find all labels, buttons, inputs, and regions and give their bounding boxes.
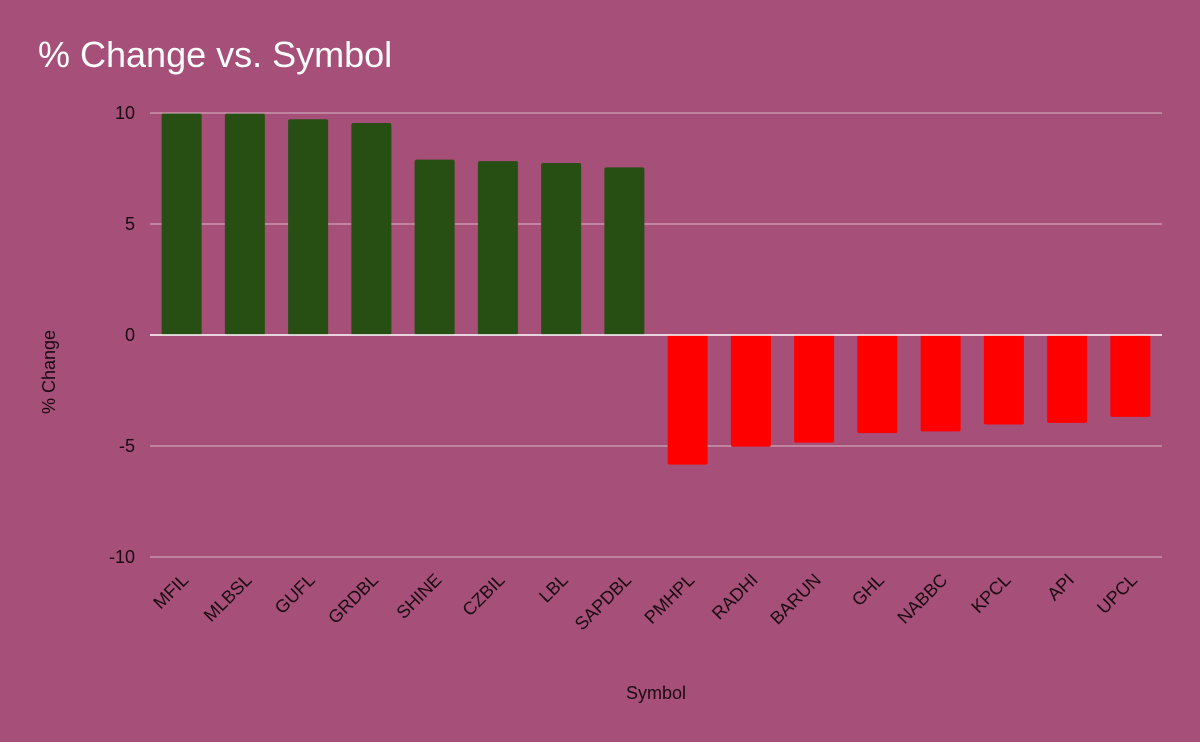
bar-shine	[414, 159, 455, 335]
y-axis-title: % Change	[39, 330, 59, 414]
bar-radhi	[730, 335, 771, 447]
bar-gufl	[288, 119, 329, 335]
y-tick-label: 10	[115, 103, 135, 123]
y-tick-label: 0	[125, 325, 135, 345]
bar-mfil	[161, 113, 202, 335]
bar-ghl	[857, 335, 898, 434]
x-tick-label: GRDBL	[324, 570, 382, 628]
bar-barun	[794, 335, 835, 443]
x-tick-label: PMHPL	[640, 570, 698, 628]
x-tick-label: MFIL	[149, 570, 192, 613]
x-tick-label: LBL	[535, 570, 572, 607]
bar-nabbc	[920, 335, 961, 432]
y-axis-ticks: 10 5 0 -5 -10	[109, 103, 135, 567]
y-tick-label: -5	[119, 436, 135, 456]
y-tick-label: -10	[109, 547, 135, 567]
bar-api	[1047, 335, 1088, 423]
bar-czbil	[477, 161, 518, 335]
x-tick-label: MLBSL	[200, 570, 256, 626]
x-tick-label: API	[1043, 570, 1078, 605]
x-tick-label: SAPDBL	[571, 570, 635, 634]
x-axis-title: Symbol	[626, 683, 686, 703]
x-tick-label: BARUN	[766, 570, 825, 629]
bar-kpcl	[983, 335, 1024, 425]
x-tick-label: GHL	[848, 570, 888, 610]
x-tick-label: SHINE	[392, 570, 445, 623]
x-tick-label: GUFL	[271, 570, 319, 618]
bar-upcl	[1110, 335, 1151, 417]
x-tick-label: NABBC	[893, 570, 951, 628]
bars	[161, 113, 1151, 465]
x-tick-label: KPCL	[967, 570, 1014, 617]
chart-title: % Change vs. Symbol	[38, 34, 393, 75]
bar-grdbl	[351, 122, 392, 336]
x-tick-label: CZBIL	[458, 570, 508, 620]
x-tick-label: RADHI	[708, 570, 762, 624]
y-tick-label: 5	[125, 214, 135, 234]
x-tick-label: UPCL	[1093, 570, 1141, 618]
bar-pmhpl	[667, 335, 708, 465]
bar-lbl	[541, 162, 582, 335]
bar-mlbsl	[224, 113, 265, 335]
bar-sapdbl	[604, 167, 645, 335]
